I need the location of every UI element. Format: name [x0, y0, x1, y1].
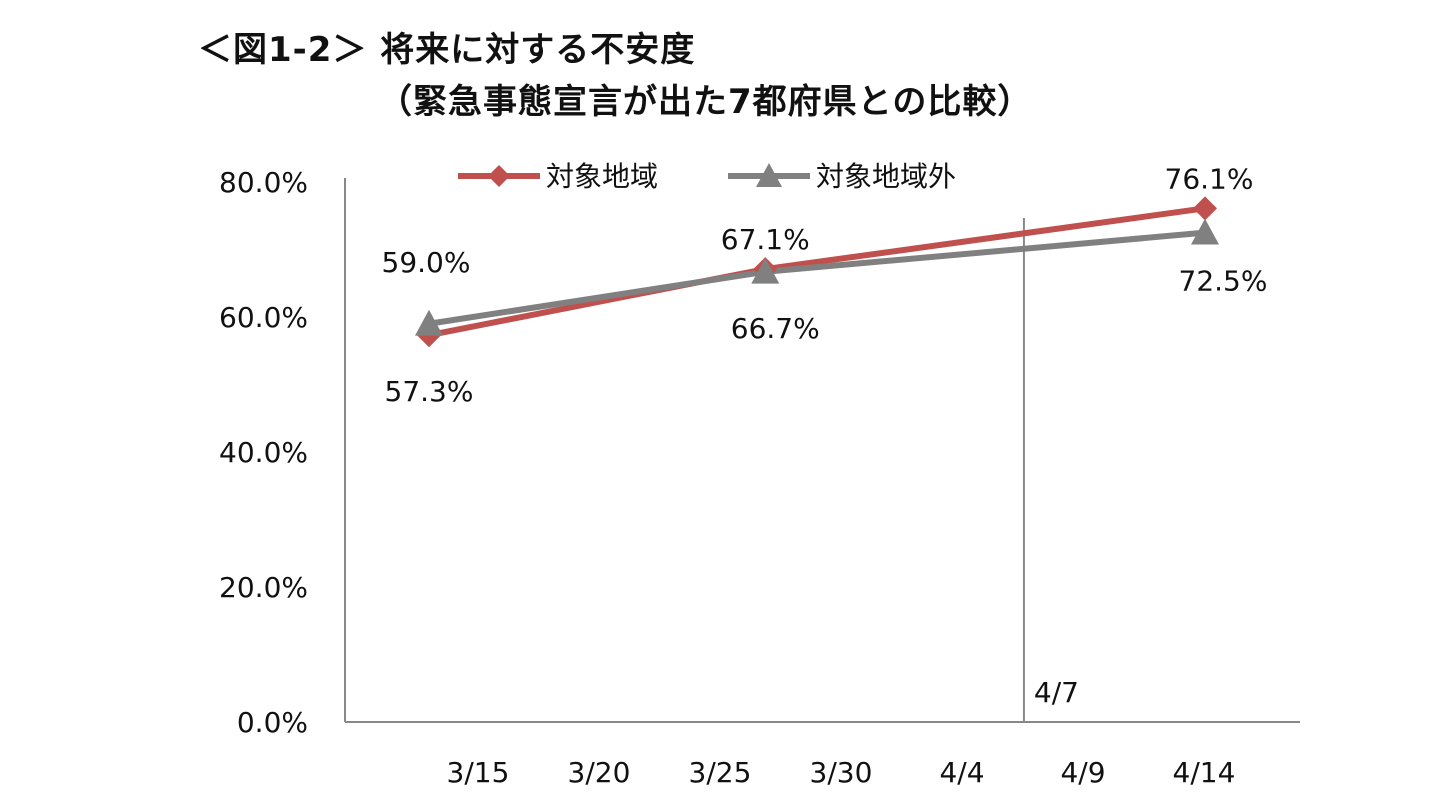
legend-label: 対象地域外: [816, 160, 956, 193]
data-label: 76.1%: [1165, 162, 1254, 195]
y-tick-label: 80.0%: [219, 166, 308, 199]
x-tick-label: 3/30: [810, 756, 873, 789]
triangle-marker: [751, 257, 780, 284]
x-tick-label: 3/15: [447, 756, 510, 789]
chart-subtitle: （緊急事態宣言が出た7都府県との比較）: [378, 82, 1033, 122]
legend-label: 対象地域: [546, 160, 658, 193]
legend-triangle-marker: [756, 163, 782, 187]
triangle-marker: [1191, 218, 1219, 245]
y-tick-label: 0.0%: [237, 706, 308, 739]
y-tick-label: 20.0%: [219, 571, 308, 604]
x-tick-label: 4/4: [939, 756, 984, 789]
data-label: 72.5%: [1179, 265, 1268, 298]
reference-line-label: 4/7: [1034, 676, 1079, 709]
diamond-marker: [1193, 196, 1217, 221]
data-label: 67.1%: [721, 223, 810, 256]
y-tick-label: 60.0%: [219, 301, 308, 334]
chart-title: ＜図1-2＞ 将来に対する不安度: [198, 30, 696, 70]
x-tick-label: 4/9: [1060, 756, 1105, 789]
data-label: 59.0%: [382, 246, 471, 279]
data-label: 66.7%: [731, 312, 820, 345]
data-label: 57.3%: [385, 375, 474, 408]
y-tick-label: 40.0%: [219, 436, 308, 469]
legend-diamond-marker: [488, 165, 510, 187]
triangle-marker: [415, 309, 443, 336]
x-tick-label: 3/25: [689, 756, 752, 789]
x-tick-label: 3/20: [568, 756, 631, 789]
x-tick-label: 4/14: [1173, 756, 1236, 789]
